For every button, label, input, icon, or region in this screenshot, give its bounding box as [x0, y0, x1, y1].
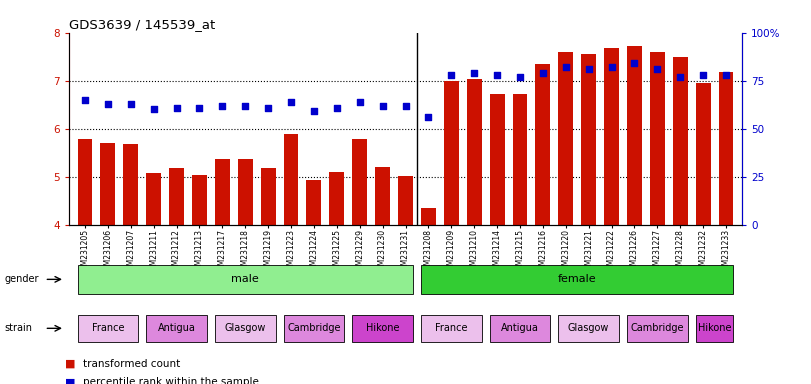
Bar	[696, 83, 710, 225]
Text: percentile rank within the sample: percentile rank within the sample	[83, 377, 259, 384]
Bar	[467, 79, 482, 225]
Point	[628, 60, 641, 66]
Bar	[719, 71, 733, 225]
Bar	[444, 81, 459, 225]
Point	[376, 103, 389, 109]
Bar	[490, 94, 504, 225]
Bar	[101, 142, 115, 225]
Text: France: France	[92, 323, 124, 333]
Bar	[581, 54, 596, 225]
Bar	[421, 208, 436, 225]
Text: female: female	[558, 274, 597, 285]
Point	[170, 104, 183, 111]
Point	[605, 64, 618, 70]
Bar	[627, 46, 642, 225]
Text: GDS3639 / 145539_at: GDS3639 / 145539_at	[69, 18, 215, 31]
Text: strain: strain	[4, 323, 32, 333]
Text: Antigua: Antigua	[157, 323, 195, 333]
Bar	[307, 180, 321, 225]
Bar	[192, 175, 207, 225]
Bar	[284, 134, 298, 225]
Point	[651, 66, 664, 72]
Bar	[260, 169, 276, 225]
Bar	[329, 172, 344, 225]
Bar	[78, 139, 92, 225]
Text: Cambridge: Cambridge	[631, 323, 684, 333]
Bar	[604, 48, 619, 225]
Text: Hikone: Hikone	[366, 323, 399, 333]
Point	[399, 103, 412, 109]
Point	[238, 103, 251, 109]
Bar	[352, 139, 367, 225]
Text: ■: ■	[65, 377, 75, 384]
Bar	[169, 167, 184, 225]
Point	[262, 104, 275, 111]
Point	[536, 70, 549, 76]
Text: Antigua: Antigua	[501, 323, 539, 333]
Bar	[535, 64, 551, 225]
Point	[101, 101, 114, 107]
Point	[422, 114, 435, 120]
Bar	[146, 173, 161, 225]
Point	[697, 72, 710, 78]
Point	[79, 97, 92, 103]
Point	[468, 70, 481, 76]
Point	[147, 106, 160, 113]
Bar	[123, 144, 138, 225]
Text: transformed count: transformed count	[83, 359, 180, 369]
Point	[513, 74, 526, 80]
Bar	[375, 167, 390, 225]
Point	[216, 103, 229, 109]
Bar	[238, 159, 253, 225]
Point	[307, 108, 320, 114]
Point	[582, 66, 595, 72]
Point	[193, 104, 206, 111]
Bar	[215, 159, 230, 225]
Point	[560, 64, 573, 70]
Point	[674, 74, 687, 80]
Point	[124, 101, 137, 107]
Bar	[673, 57, 688, 225]
Text: male: male	[231, 274, 259, 285]
Point	[354, 99, 367, 105]
Text: France: France	[435, 323, 467, 333]
Text: gender: gender	[4, 274, 39, 285]
Text: Glasgow: Glasgow	[568, 323, 609, 333]
Point	[491, 72, 504, 78]
Text: ■: ■	[65, 359, 75, 369]
Point	[330, 104, 343, 111]
Point	[719, 72, 732, 78]
Text: Hikone: Hikone	[697, 323, 732, 333]
Bar	[558, 52, 573, 225]
Text: Glasgow: Glasgow	[225, 323, 266, 333]
Bar	[398, 176, 413, 225]
Text: Cambridge: Cambridge	[287, 323, 341, 333]
Bar	[513, 94, 527, 225]
Point	[285, 99, 298, 105]
Point	[444, 72, 457, 78]
Bar	[650, 52, 665, 225]
